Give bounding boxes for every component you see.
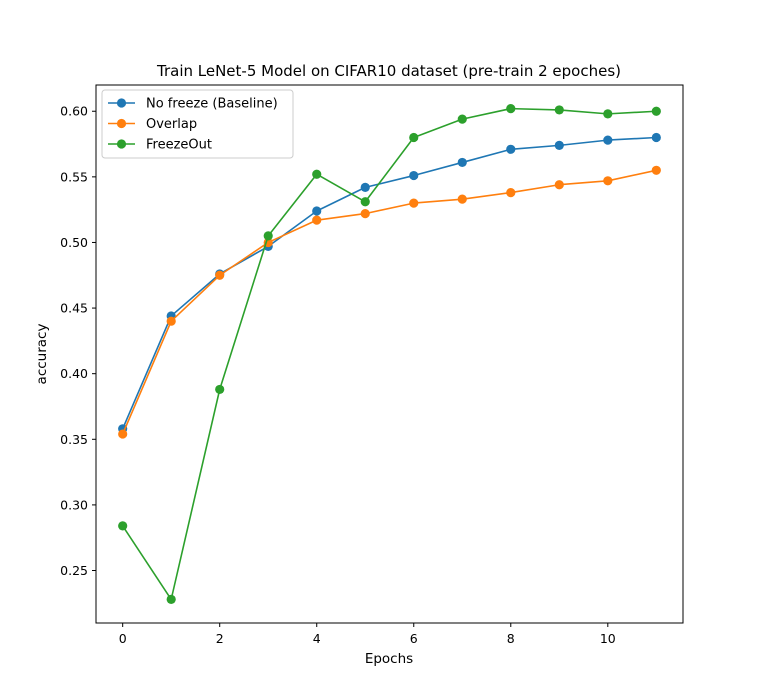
series-line — [122, 107, 657, 601]
data-point — [166, 316, 176, 326]
legend-marker — [116, 118, 127, 129]
y-tick-label: 0.40 — [60, 366, 88, 381]
data-point — [554, 180, 564, 190]
data-point — [312, 169, 322, 179]
y-tick-label: 0.60 — [60, 104, 88, 119]
series-layer — [118, 104, 661, 604]
data-point — [312, 215, 322, 225]
y-tick-label: 0.30 — [60, 497, 88, 512]
data-point — [457, 114, 467, 124]
data-point — [360, 182, 370, 192]
data-point — [360, 208, 370, 219]
data-point — [312, 206, 322, 216]
x-tick-label: 8 — [507, 631, 515, 646]
series-group — [118, 165, 661, 439]
chart-title: Train LeNet-5 Model on CIFAR10 dataset (… — [156, 62, 621, 80]
series-group — [118, 104, 661, 604]
data-point — [409, 132, 419, 143]
data-point — [506, 188, 516, 198]
data-point — [118, 521, 128, 531]
data-point — [506, 104, 516, 114]
x-tick-label: 4 — [313, 631, 321, 646]
data-point — [263, 231, 273, 241]
x-axis: 0 2 4 6 8 10 — [119, 623, 616, 646]
data-point — [215, 384, 225, 395]
legend: No freeze (Baseline) Overlap FreezeOut — [101, 89, 294, 159]
data-point — [506, 144, 516, 154]
legend-marker — [116, 98, 127, 108]
series-line — [121, 169, 657, 435]
x-axis-label: Epochs — [365, 651, 413, 667]
x-tick-label: 2 — [216, 631, 224, 646]
legend-label: Overlap — [146, 117, 197, 132]
data-point — [118, 429, 128, 439]
data-point — [166, 594, 176, 604]
legend-box — [101, 89, 294, 159]
legend-label: No freeze (Baseline) — [146, 97, 278, 112]
data-point — [603, 176, 613, 186]
x-tick-label: 10 — [600, 631, 616, 646]
y-axis: 0.25 0.30 0.35 0.40 0.45 0.50 0.55 0.60 — [60, 104, 96, 578]
data-point — [457, 157, 467, 168]
data-point — [651, 106, 661, 116]
data-point — [554, 105, 564, 115]
y-tick-label: 0.55 — [60, 169, 88, 184]
y-axis-label: accuracy — [34, 324, 50, 385]
data-point — [215, 270, 225, 280]
y-tick-label: 0.35 — [60, 432, 88, 447]
data-point — [409, 170, 419, 181]
series-line — [121, 136, 657, 430]
y-tick-label: 0.50 — [60, 235, 88, 250]
data-point — [360, 197, 370, 207]
x-tick-label: 0 — [119, 631, 127, 646]
data-point — [409, 198, 419, 208]
plot-area — [95, 84, 684, 624]
data-point — [554, 140, 564, 150]
legend-label: FreezeOut — [146, 138, 212, 153]
data-point — [651, 132, 661, 143]
data-point — [603, 135, 613, 145]
y-tick-label: 0.45 — [60, 301, 88, 316]
legend-marker — [116, 139, 127, 149]
y-tick-label: 0.25 — [60, 563, 88, 578]
data-point — [603, 109, 613, 119]
x-tick-label: 6 — [410, 631, 418, 646]
data-point — [651, 165, 661, 175]
data-point — [457, 194, 467, 204]
